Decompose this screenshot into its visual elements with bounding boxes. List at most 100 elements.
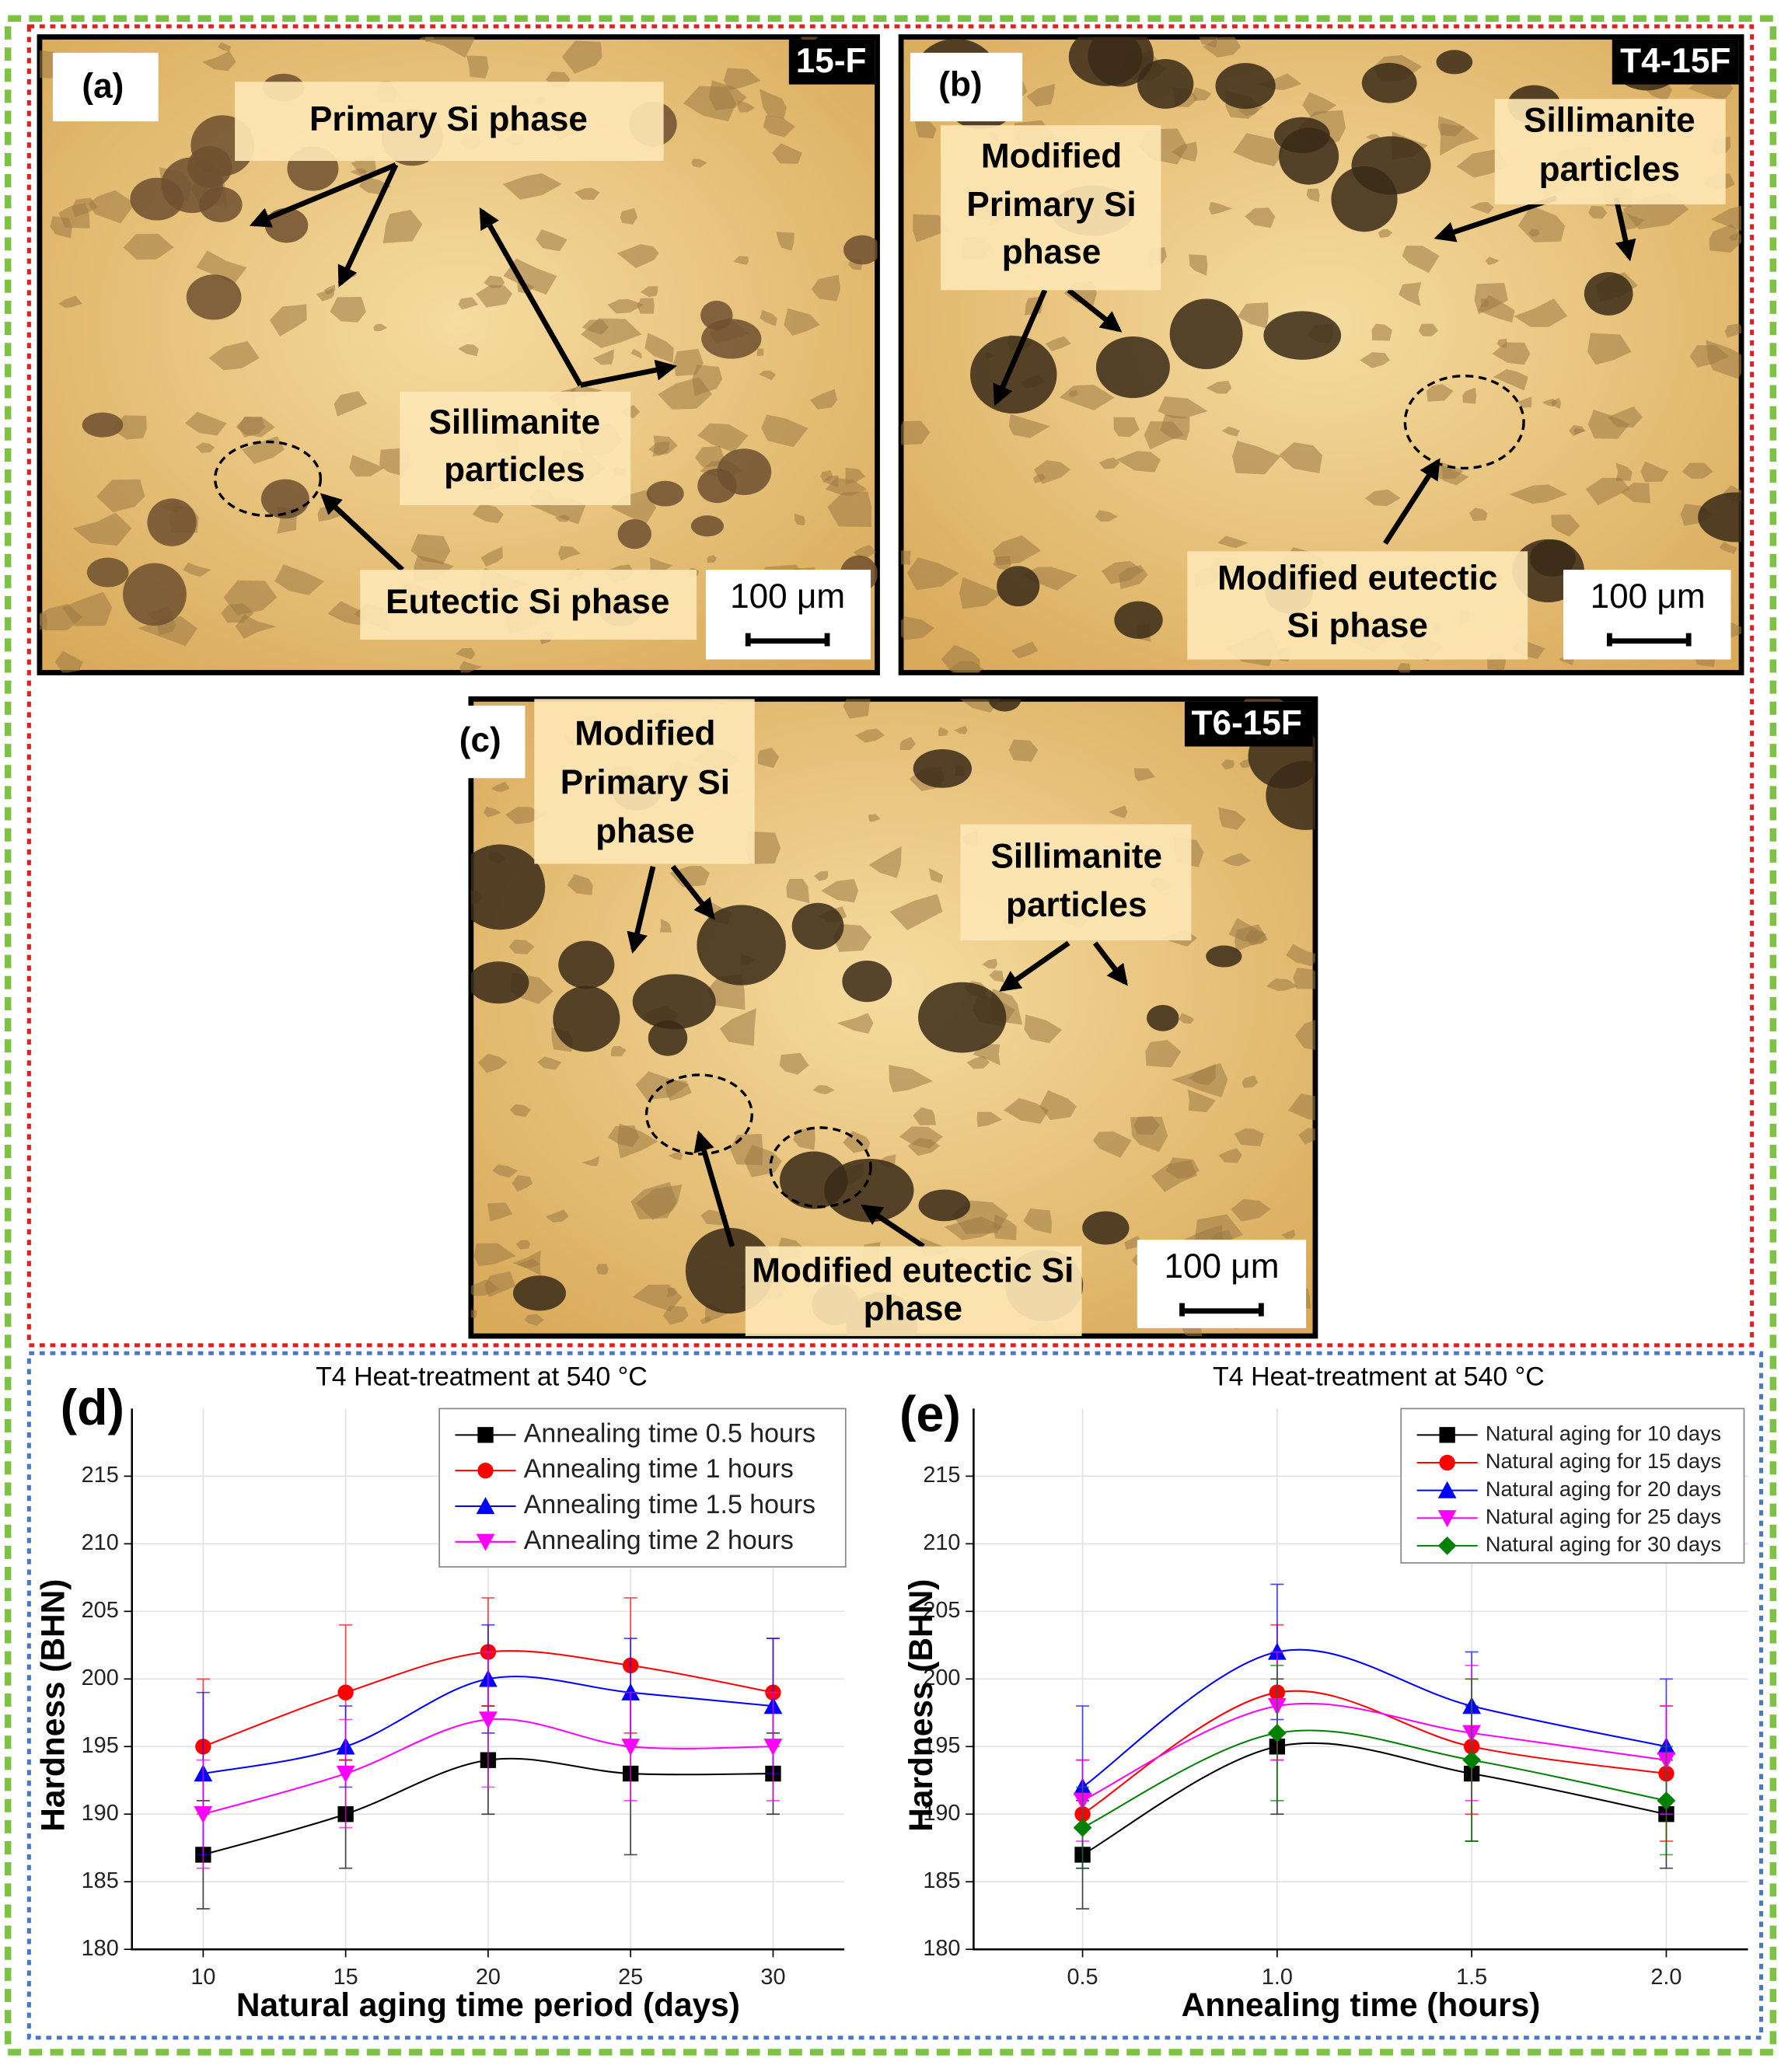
si-particle [1221,426,1240,437]
legend-label: Natural aging for 25 days [1486,1504,1721,1528]
si-particle [54,651,83,673]
legend-label: Annealing time 1.5 hours [524,1490,815,1519]
si-particle [1585,477,1631,506]
si-particle [901,420,931,445]
si-particle [62,591,113,626]
si-particle [820,469,833,481]
sillimanite-particle [1361,62,1417,103]
si-particle [1008,413,1050,438]
si-particle [459,661,483,673]
si-particle [1023,1208,1052,1234]
si-particle [644,333,674,364]
si-particle [1144,421,1185,450]
si-particle [616,244,659,269]
si-particle [558,546,581,561]
sillimanite-particle [470,961,529,1004]
si-particle [784,308,820,337]
sillimanite-particle [824,1158,914,1223]
si-particle [1551,515,1580,537]
si-particle [509,1104,531,1118]
si-particle [1133,768,1155,782]
annotation: Primary Si [966,186,1136,224]
sillimanite-particle [130,177,184,221]
annotation: particles [1006,886,1147,924]
si-particle [1008,739,1039,762]
sillimanite-particle [558,940,615,989]
sillimanite-particle [1279,127,1339,185]
si-particle [868,846,902,878]
sillimanite-particle [1169,298,1243,369]
si-particle [786,878,810,904]
si-particle [515,1240,531,1250]
si-particle [561,40,602,74]
si-particle [1171,141,1198,162]
si-particle [1399,282,1422,307]
si-particle [473,1243,516,1267]
si-particle [1437,116,1465,137]
si-particle [1109,805,1128,818]
x-tick-label: 20 [476,1965,501,1990]
si-particle [794,513,805,526]
si-particle [1245,208,1276,228]
annotation: Primary Si [560,763,730,801]
si-particle [901,616,935,640]
annotation: Sillimanite [429,403,601,441]
sillimanite-particle [147,498,197,546]
si-particle [744,1145,782,1177]
si-particle [836,1013,874,1034]
si-particle [1492,342,1531,365]
sillimanite-particle [512,1275,567,1311]
si-particle [809,389,838,410]
si-particle [1130,1116,1168,1153]
sillimanite-particle [1206,945,1242,968]
micrograph-c: (c) T6-15F Modified Primary Si phase Sil… [442,696,1318,1339]
si-particle [536,228,567,252]
y-tick-label: 210 [82,1530,119,1555]
si-particle [1266,978,1298,992]
si-particle [697,423,749,453]
si-particle [760,309,777,326]
si-particle [1187,1089,1216,1113]
legend-label: Annealing time 2 hours [524,1526,794,1555]
si-particle [458,344,479,357]
si-particle [58,295,82,309]
y-tick-label: 200 [923,1666,960,1690]
si-particle [123,233,174,260]
si-particle [484,1271,516,1298]
si-particle [1151,1160,1197,1192]
si-particle [1116,451,1161,473]
sillimanite-particle [918,982,1007,1053]
si-particle [483,806,501,818]
sillimanite-particle [700,300,733,330]
si-particle [1101,560,1144,584]
si-particle [1233,133,1284,166]
y-tick-label: 205 [923,1598,960,1623]
si-particle [185,411,227,436]
si-particle [1517,205,1566,242]
si-particle [719,1008,756,1046]
annotation: particles [444,451,585,489]
si-particle [1206,380,1232,394]
si-particle [72,512,132,546]
si-particle [758,370,777,381]
sillimanite-particle [1436,50,1473,75]
si-particle [812,1085,835,1095]
si-particle [330,296,366,323]
si-particle [652,435,678,457]
si-particle [1426,383,1454,402]
micrograph-a: (a) 15-F Primary Si phase Sillimanite pa… [37,34,880,675]
si-particle [723,68,761,91]
chart-border [26,1351,1764,2040]
marker [479,1711,498,1729]
si-particle [487,1202,513,1222]
si-particle [707,555,718,563]
annotation: Modified eutectic Si [752,1251,1074,1289]
marker [476,1497,495,1515]
si-particle [1232,441,1281,475]
si-particle [607,1125,640,1147]
sillimanite-particle [470,844,546,930]
si-particle [195,442,215,453]
si-particle [1098,457,1120,469]
axes [131,1408,845,1951]
annotation: Eutectic Si phase [386,583,669,621]
